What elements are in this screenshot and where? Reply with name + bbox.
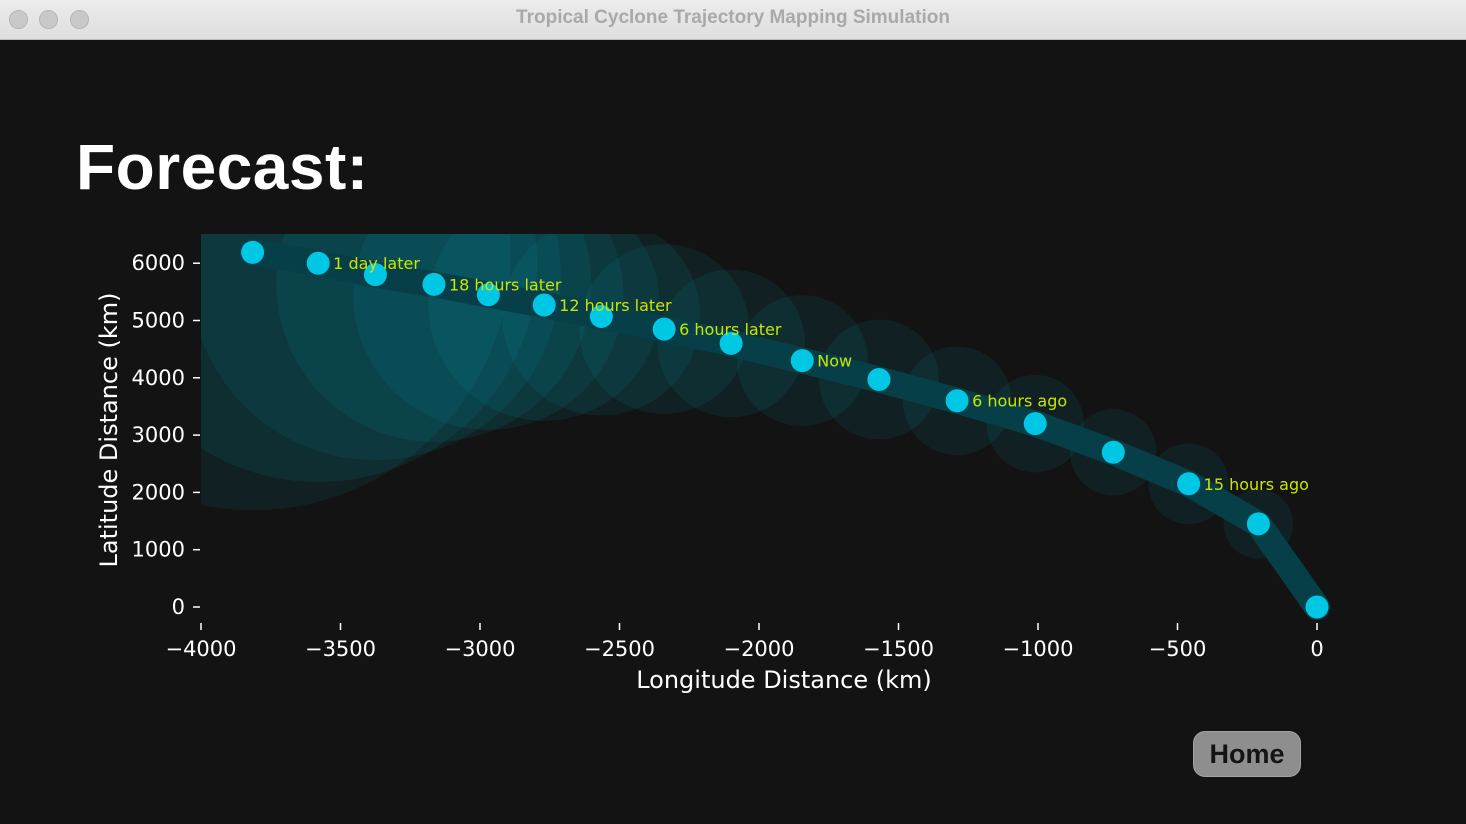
window-title: Tropical Cyclone Trajectory Mapping Simu… [516,7,950,28]
trajectory-point [1177,472,1201,496]
trajectory-label: Now [817,352,852,371]
uncertainty-cones [201,234,1294,559]
uncertainty-cone [276,234,592,442]
x-tick-label: −3000 [444,637,515,661]
x-tick-label: −3500 [305,637,376,661]
home-button[interactable]: Home [1193,731,1301,777]
y-axis-label: Latitude Distance (km) [95,293,123,568]
trajectory-point [241,240,265,264]
trajectory-label: 15 hours ago [1204,475,1309,494]
x-axis: −4000 −3500 −3000 −2500 −2000 −1500 −1000 −500 0 [165,623,1324,661]
trajectory-points [241,240,1329,619]
y-axis: 0 1000 2000 3000 4000 5000 6000 [132,251,200,619]
trajectory-point [1246,512,1270,536]
y-tick-label: 3000 [132,423,185,447]
trajectory-label: 6 hours later [679,320,782,339]
x-tick-label: −2000 [723,637,794,661]
close-window-button[interactable] [9,10,28,29]
trajectory-label: 12 hours later [559,296,672,315]
trajectory-point [532,293,556,317]
x-axis-label: Longitude Distance (km) [636,666,932,694]
y-tick-label: 5000 [132,309,185,333]
x-tick-label: −4000 [165,637,236,661]
trajectory-point [652,317,676,341]
trajectory-point [719,331,743,355]
trajectory-point [363,263,387,287]
trajectory-point [589,304,613,328]
trajectory-point [422,272,446,296]
x-tick-label: 0 [1310,637,1323,661]
trajectory-label: 1 day later [333,254,420,273]
trajectory-labels: 15 hours ago 6 hours ago Now 6 hours later 1… [333,254,1309,494]
trajectory-point [1305,595,1329,619]
minimize-window-button[interactable] [39,10,58,29]
y-tick-label: 2000 [132,480,185,504]
trajectory-label: 18 hours later [449,275,562,294]
trajectory-point [1101,440,1125,464]
x-tick-label: −1500 [863,637,934,661]
y-tick-label: 4000 [132,366,185,390]
uncertainty-cone [428,234,660,421]
x-tick-label: −500 [1149,637,1207,661]
trajectory-point [867,368,891,392]
trajectory-point [945,389,969,413]
trajectory-label: 6 hours ago [972,392,1067,411]
y-tick-label: 6000 [132,251,185,275]
x-tick-label: −1000 [1002,637,1073,661]
trajectory-point [790,349,814,373]
y-tick-label: 1000 [132,538,185,562]
trajectory-point [306,251,330,275]
uncertainty-cone [201,234,511,511]
y-tick-label: 0 [172,595,185,619]
page-heading: Forecast: [76,131,369,203]
trajectory-point [476,283,500,307]
trajectory-point [1023,412,1047,436]
x-tick-label: −2500 [584,637,655,661]
title-bar: Tropical Cyclone Trajectory Mapping Simu… [0,0,1466,40]
zoom-window-button[interactable] [70,10,89,29]
